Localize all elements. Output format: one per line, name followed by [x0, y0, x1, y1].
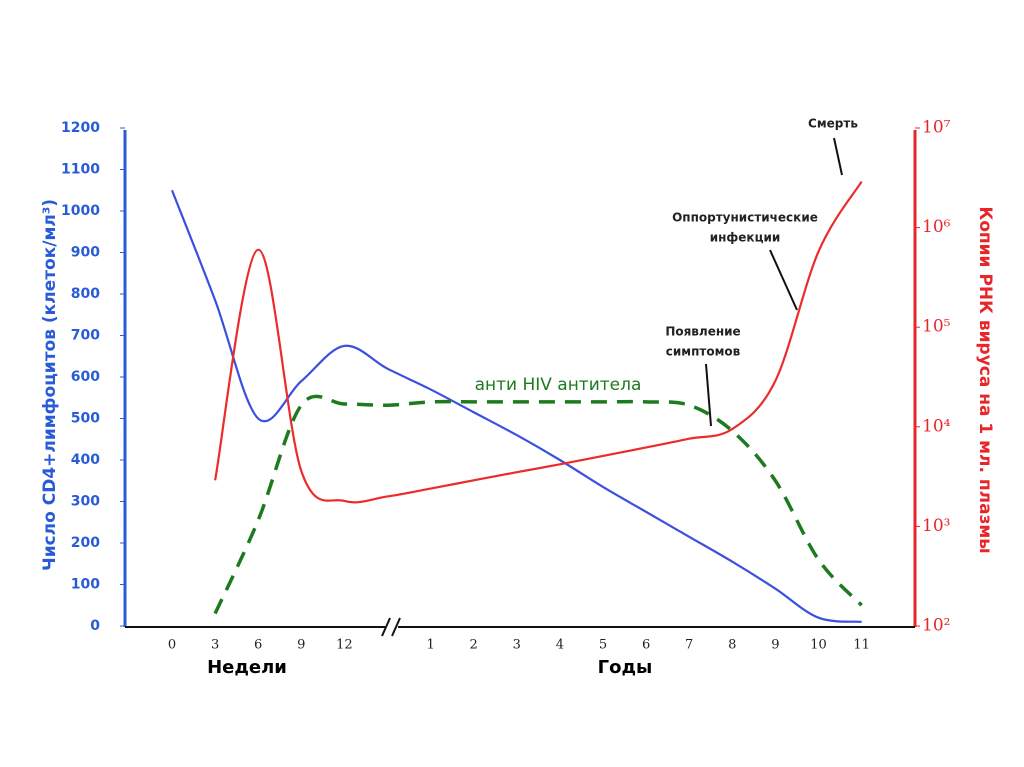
x-tick-label: 4	[556, 638, 564, 653]
y2-tick-label: 10⁵	[922, 317, 951, 337]
x-axis-label: Годы	[598, 657, 653, 678]
x-tick-label: 6	[254, 638, 262, 653]
y-tick-label: 400	[71, 452, 100, 468]
y-tick-label: 1200	[61, 120, 100, 136]
annotation: Смерть	[808, 117, 858, 131]
y-tick-label: 100	[71, 577, 100, 593]
annotation: Появление	[665, 325, 740, 339]
x-tick-label: 8	[728, 638, 736, 653]
y-tick-label: 800	[71, 286, 100, 302]
y-tick-label: 700	[71, 328, 100, 344]
y-tick-label: 900	[71, 245, 100, 261]
leader	[833, 137, 843, 176]
y-tick-label: 1100	[61, 162, 100, 178]
axis-break	[391, 617, 401, 637]
y-tick-label: 0	[90, 618, 100, 634]
x-axis-label: Недели	[207, 657, 287, 678]
series-line	[213, 394, 863, 615]
series-line	[214, 180, 863, 504]
y-tick-label: 1000	[61, 203, 100, 219]
x-tick-label: 9	[771, 638, 779, 653]
y-tick-label: 200	[71, 535, 100, 551]
y-tick-label: 500	[71, 411, 100, 427]
x-tick-label: 10	[810, 638, 827, 653]
y2-tick-label: 10³	[922, 516, 950, 536]
leader	[705, 363, 712, 427]
annotation: симптомов	[666, 345, 741, 359]
x-tick-label: 12	[336, 638, 353, 653]
y2-tick-label: 10²	[922, 616, 950, 636]
x-tick-label: 6	[642, 638, 650, 653]
y-axis-label: Число CD4+лимфоцитов (клеток/мл³)	[40, 199, 60, 571]
x-tick-label: 2	[470, 638, 478, 653]
y-tick-label: 600	[71, 369, 100, 385]
x-tick-label: 11	[853, 638, 870, 653]
y2-tick-label: 10⁶	[922, 217, 951, 237]
x-tick-label: 5	[599, 638, 607, 653]
y2-tick-label: 10⁷	[922, 118, 951, 138]
x-tick-label: 9	[297, 638, 305, 653]
y2-axis-label: Копии РНК вируса на 1 мл. плазмы	[975, 206, 995, 553]
annotation: Оппортунистические	[672, 211, 818, 225]
x-tick-label: 0	[168, 638, 176, 653]
series-label: анти HIV антитела	[475, 375, 642, 395]
y-tick-label: 300	[71, 494, 100, 510]
x-tick-label: 3	[211, 638, 219, 653]
axis-break	[381, 617, 391, 637]
series-line	[170, 189, 862, 623]
y2-tick-label: 10⁴	[922, 416, 951, 436]
x-tick-label: 7	[685, 638, 693, 653]
x-tick-label: 3	[513, 638, 521, 653]
x-tick-label: 1	[426, 638, 434, 653]
annotation: инфекции	[710, 231, 781, 245]
leader	[769, 249, 798, 311]
